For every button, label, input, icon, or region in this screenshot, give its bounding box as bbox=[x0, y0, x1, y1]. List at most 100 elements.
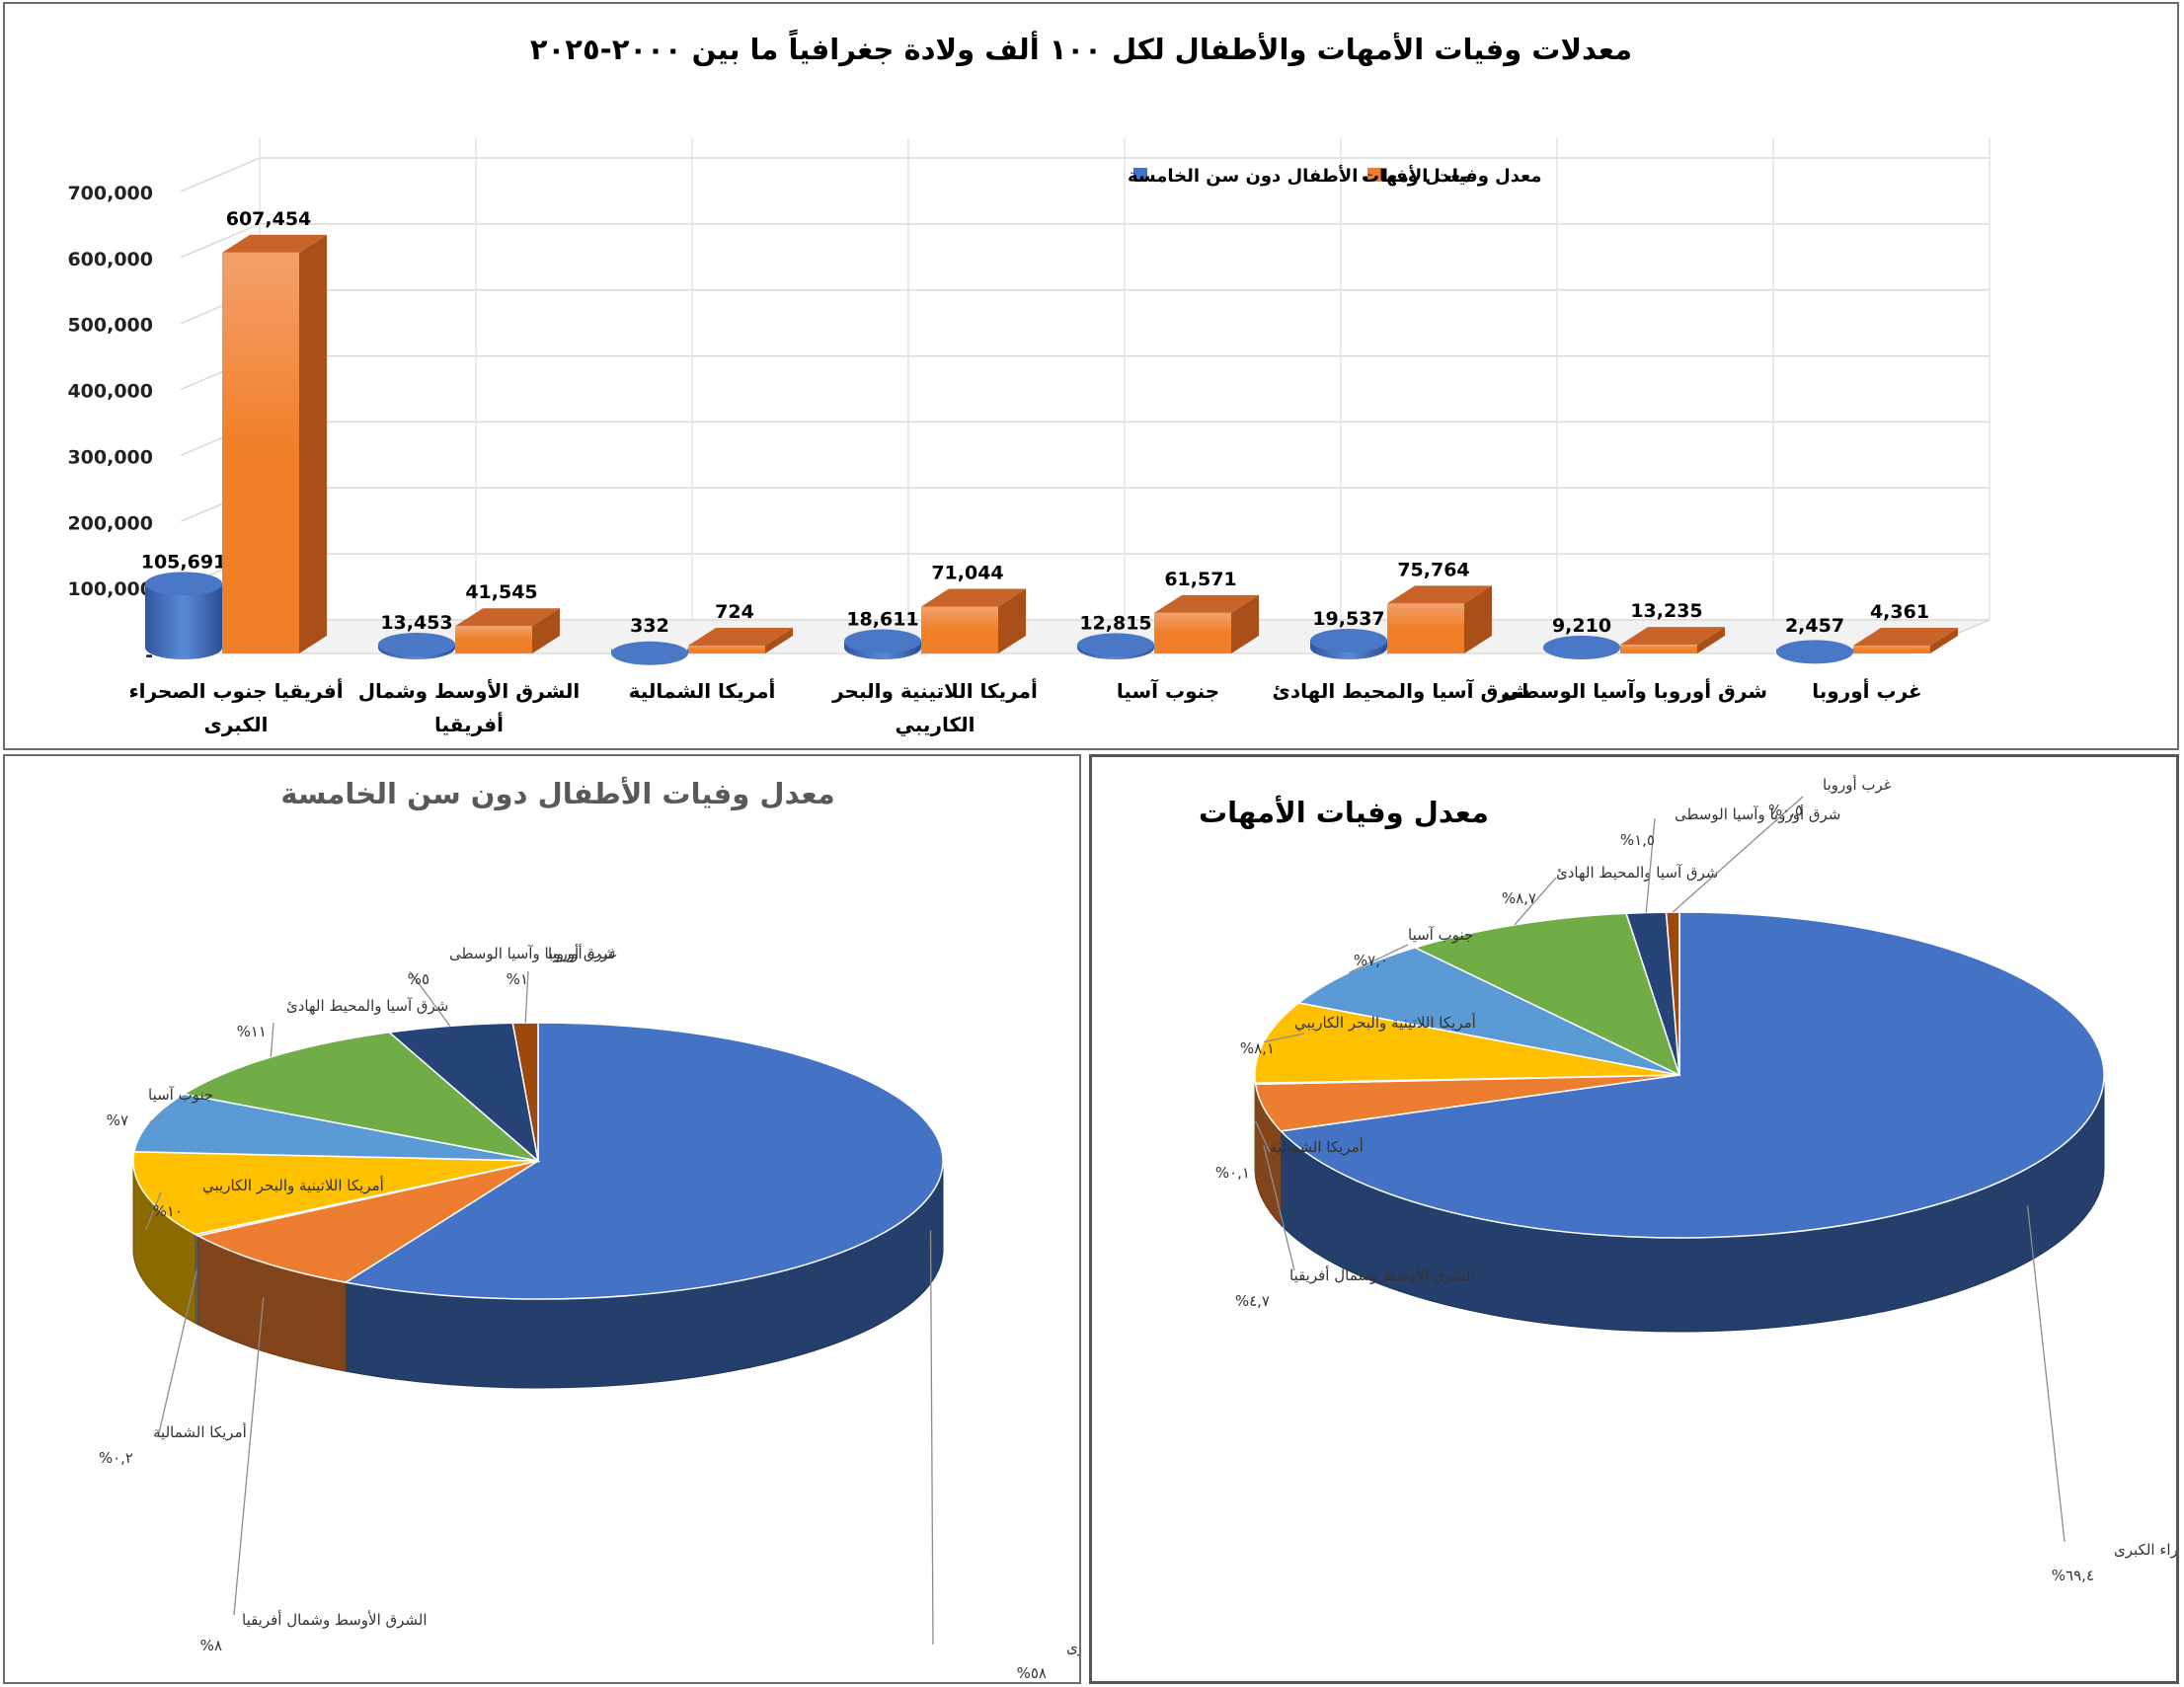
leader-line bbox=[1645, 817, 1656, 913]
child-mortality-pie-chart: معدل وفيات الأطفال دون سن الخامسة أفريقيا… bbox=[99, 776, 1079, 1682]
gridlines bbox=[180, 138, 1990, 654]
bar-body bbox=[1853, 646, 1930, 653]
data-label: 41,545 bbox=[465, 581, 537, 603]
bar-top bbox=[1310, 628, 1387, 652]
leader-line bbox=[1263, 1033, 1305, 1043]
slice-name: شرق أوروبا وآسيا الوسطى bbox=[449, 944, 615, 962]
chart-title: معدل وفيات الأمهات bbox=[1199, 795, 1489, 829]
bar-top bbox=[1154, 594, 1259, 613]
data-label: 724 bbox=[715, 601, 754, 623]
slice-name: جنوب آسيا bbox=[148, 1086, 213, 1104]
leader-line bbox=[1514, 877, 1557, 926]
category-group: 12,815 61,571 جنوب آسيا bbox=[1077, 569, 1259, 703]
maternal-mortality-pie-chart: معدل وفيات الأمهاتأفريقيا جنوب الصحراء ا… bbox=[1199, 775, 2176, 1584]
bar-top bbox=[611, 641, 688, 665]
slice-percent: %٠,١ bbox=[1215, 1164, 1250, 1182]
slice-percent: %١,٥ bbox=[1620, 831, 1655, 849]
slice-name: أفريقيا جنوب الصحراء الكبرى bbox=[2114, 1540, 2176, 1559]
bar-top bbox=[455, 608, 560, 627]
child-mortality-pie-panel: معدل وفيات الأطفال دون سن الخامسة أفريقيا… bbox=[3, 754, 1081, 1684]
bar-body bbox=[1154, 612, 1231, 653]
slice-name: شرق أوروبا وآسيا الوسطى bbox=[1675, 805, 1840, 823]
bar-child-mortality bbox=[844, 629, 921, 659]
slice-percent: %٦٩,٤ bbox=[2052, 1567, 2094, 1584]
data-label: 13,235 bbox=[1630, 600, 1702, 622]
data-label: 607,454 bbox=[226, 208, 312, 230]
bar-child-mortality bbox=[1310, 628, 1387, 659]
pie-top bbox=[132, 1022, 944, 1300]
bar-chart: معدلات وفيات الأمهات والأطفال لكل ١٠٠ أل… bbox=[67, 30, 1990, 737]
chart-title: معدلات وفيات الأمهات والأطفال لكل ١٠٠ أل… bbox=[530, 30, 1632, 66]
bar-body bbox=[921, 606, 998, 653]
slice-name: الشرق الأوسط وشمال أفريقيا bbox=[1289, 1265, 1475, 1284]
pie-slice bbox=[182, 1032, 541, 1163]
y-tick-label: - bbox=[145, 645, 153, 666]
slice-name: أمريكا اللاتينية والبحر الكاريبي bbox=[1294, 1013, 1476, 1033]
pie-slice bbox=[344, 1022, 944, 1300]
data-label: 105,691 bbox=[141, 551, 227, 573]
category-label: غرب أوروبا bbox=[1812, 677, 1921, 703]
slice-percent: %١ bbox=[507, 970, 528, 988]
leader-line bbox=[1255, 1120, 1271, 1153]
bar-top bbox=[1543, 635, 1620, 659]
pie-labels: أفريقيا جنوب الصحراء الكبرى %٥٨ الشرق الأو… bbox=[99, 944, 1079, 1682]
data-label: 18,611 bbox=[846, 609, 918, 631]
pie-sides bbox=[132, 1160, 944, 1389]
leader-line bbox=[524, 970, 529, 1024]
category-label: شرق أوروبا وآسيا الوسطى bbox=[1501, 677, 1767, 703]
category-group: 19,537 75,764 شرق آسيا والمحيط الهادئ bbox=[1273, 559, 1530, 703]
leader-line bbox=[1348, 944, 1409, 974]
y-tick-label: 700,000 bbox=[67, 183, 153, 204]
pie-top bbox=[1254, 911, 2105, 1239]
slice-percent: %٤,٧ bbox=[1235, 1292, 1270, 1310]
slice-percent: %٠,٥ bbox=[1768, 802, 1803, 819]
bar-top bbox=[1387, 585, 1492, 604]
leader-line bbox=[1263, 1145, 1295, 1271]
bar-top bbox=[145, 572, 222, 596]
bar-body bbox=[145, 583, 222, 659]
slice-name: الشرق الأوسط وشمال أفريقيا bbox=[242, 1610, 428, 1629]
bar-top bbox=[921, 588, 1026, 607]
y-tick-label: 500,000 bbox=[67, 315, 153, 337]
leader-line bbox=[144, 1191, 162, 1231]
category-label: أمريكا الشمالية bbox=[629, 677, 776, 703]
maternal-mortality-pie-panel: معدل وفيات الأمهاتأفريقيا جنوب الصحراء ا… bbox=[1089, 754, 2179, 1684]
category-group: 2,457 4,361 غرب أوروبا bbox=[1776, 601, 1958, 703]
pie-slice bbox=[1279, 911, 2105, 1239]
bar-body bbox=[1620, 645, 1697, 653]
leader-line bbox=[233, 1297, 265, 1616]
data-label: 19,537 bbox=[1312, 608, 1384, 630]
bar-maternal-mortality bbox=[1154, 594, 1259, 653]
data-label: 13,453 bbox=[380, 612, 452, 634]
category-group: 13,453 41,545 الشرق الأوسط وشمال أفريقيا bbox=[358, 581, 581, 736]
bar-side bbox=[1231, 594, 1259, 653]
slice-name: أمريكا الشمالية bbox=[1270, 1137, 1364, 1156]
leader-line bbox=[2026, 1205, 2066, 1543]
bar-child-mortality bbox=[1077, 633, 1154, 659]
slice-percent: %١١ bbox=[237, 1023, 267, 1040]
data-label: 71,044 bbox=[931, 563, 1003, 584]
data-label: 4,361 bbox=[1870, 601, 1929, 623]
bar-top bbox=[688, 628, 793, 646]
bar-maternal-mortality bbox=[455, 608, 560, 653]
leader-line bbox=[157, 1270, 197, 1438]
slice-name: غرب أوروبا bbox=[1823, 775, 1892, 794]
chart-title: معدل وفيات الأطفال دون سن الخامسة bbox=[280, 776, 834, 810]
category-label: أفريقيا bbox=[434, 711, 504, 736]
category-group: 18,611 71,044 أمريكا اللاتينية والبحر الكار… bbox=[831, 563, 1038, 737]
data-label: 75,764 bbox=[1397, 559, 1469, 580]
y-tick-label: 600,000 bbox=[67, 249, 153, 270]
pie-labels: أفريقيا جنوب الصحراء الكبرى %٦٩,٤ الشرق ال… bbox=[1215, 775, 2176, 1584]
slice-percent: %١٠ bbox=[153, 1202, 183, 1220]
bar-body bbox=[455, 626, 532, 653]
bar-body bbox=[1387, 603, 1464, 653]
bar-top bbox=[1776, 640, 1853, 664]
slice-name: أمريكا الشمالية bbox=[153, 1422, 247, 1441]
y-tick-label: 200,000 bbox=[67, 512, 153, 534]
bar-child-mortality bbox=[145, 572, 222, 659]
gridline bbox=[180, 223, 261, 259]
bar-top bbox=[222, 234, 327, 253]
category-label: جنوب آسيا bbox=[1117, 678, 1219, 703]
y-tick-label: 300,000 bbox=[67, 446, 153, 468]
slice-name: غرب أوروبا bbox=[548, 944, 617, 962]
